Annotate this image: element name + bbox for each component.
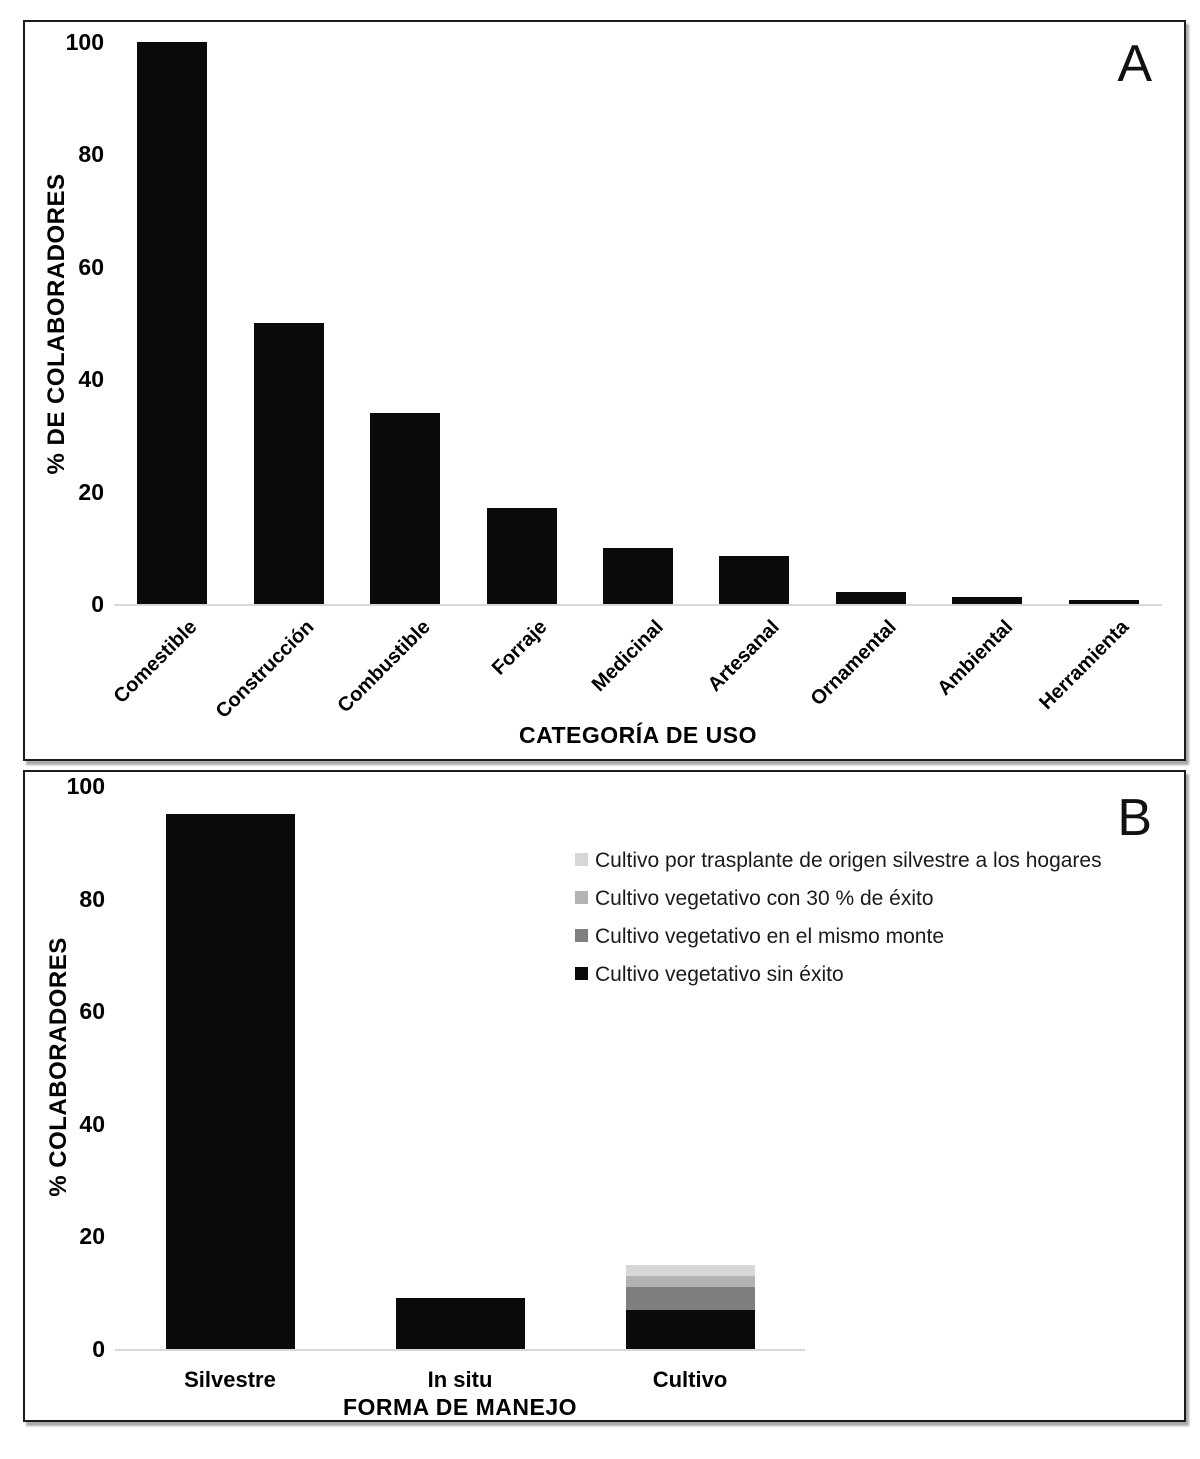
x-label-artesanal: Artesanal bbox=[703, 616, 785, 697]
panel-a-x-axis-title: CATEGORÍA DE USO bbox=[518, 722, 757, 748]
panel-b-x-axis-title: FORMA DE MANEJO bbox=[342, 1394, 578, 1420]
legend-row-cultivo-vegetativo-sin-xito: Cultivo vegetativo sin éxito bbox=[575, 962, 1102, 987]
x-label-ambiental: Ambiental bbox=[932, 616, 1017, 700]
bar-ornamental-ornamental bbox=[835, 591, 906, 604]
bar-cultivo-cultivo-por-trasplante-de-origen-silvestre-a-los-hogares bbox=[625, 1264, 755, 1276]
legend-swatch bbox=[575, 853, 588, 866]
y-tick-label-40: 40 bbox=[78, 366, 104, 393]
y-tick-label-80: 80 bbox=[78, 141, 104, 168]
legend-label: Cultivo vegetativo sin éxito bbox=[595, 963, 844, 986]
panel-b: B % COLABORADORES Cultivo por trasplante… bbox=[23, 770, 1186, 1422]
bar-construcci-n-construcci-n bbox=[253, 323, 324, 604]
bar-cultivo-cultivo-vegetativo-en-el-mismo-monte bbox=[625, 1287, 755, 1310]
bar-forraje-forraje bbox=[486, 508, 557, 604]
y-tick-label-100: 100 bbox=[65, 29, 104, 55]
bar-in-situ-cultivo-vegetativo-sin-xito bbox=[395, 1298, 525, 1349]
x-axis-line bbox=[115, 1349, 805, 1351]
legend-label: Cultivo vegetativo con 30 % de éxito bbox=[595, 887, 934, 910]
y-tick-label-60: 60 bbox=[78, 253, 104, 280]
y-tick-label-20: 20 bbox=[79, 1223, 105, 1250]
x-label-cultivo: Cultivo bbox=[652, 1367, 728, 1392]
x-label-comestible: Comestible bbox=[109, 616, 202, 708]
x-label-medicinal: Medicinal bbox=[587, 616, 668, 697]
bar-cultivo-cultivo-vegetativo-con-30-de-xito bbox=[625, 1275, 755, 1288]
bar-artesanal-artesanal bbox=[719, 556, 790, 604]
x-label-combustible: Combustible bbox=[333, 616, 435, 718]
bar-herramienta-herramienta bbox=[1068, 600, 1139, 604]
panel-a-letter: A bbox=[1117, 35, 1152, 93]
panel-b-letter: B bbox=[1117, 789, 1152, 847]
x-label-herramienta: Herramienta bbox=[1035, 616, 1134, 715]
legend-row-cultivo-por-trasplante-de-origen-silvestre-a-los-hogares: Cultivo por trasplante de origen silvest… bbox=[575, 848, 1102, 873]
bar-ambiental-ambiental bbox=[952, 596, 1023, 604]
x-axis-line bbox=[114, 604, 1162, 606]
x-label-in-situ: In situ bbox=[427, 1367, 493, 1392]
y-tick-label-0: 0 bbox=[92, 1336, 105, 1362]
panel-a: A % DE COLABORADORES CATEGORÍA DE USO 0 2… bbox=[23, 20, 1186, 761]
panel-a-y-axis-title: % DE COLABORADORES bbox=[43, 173, 70, 475]
y-tick-label-40: 40 bbox=[79, 1110, 105, 1137]
legend-row-cultivo-vegetativo-en-el-mismo-monte: Cultivo vegetativo en el mismo monte bbox=[575, 924, 1102, 949]
x-label-forraje: Forraje bbox=[487, 616, 552, 680]
bar-silvestre-cultivo-vegetativo-sin-xito bbox=[165, 814, 295, 1349]
bar-combustible-combustible bbox=[370, 412, 441, 604]
legend-swatch bbox=[575, 891, 588, 904]
panel-b-y-axis-title: % COLABORADORES bbox=[45, 937, 72, 1197]
legend-swatch bbox=[575, 967, 588, 980]
y-tick-label-20: 20 bbox=[78, 478, 104, 505]
x-label-construcci-n: Construcción bbox=[211, 616, 319, 723]
y-tick-label-80: 80 bbox=[79, 885, 105, 912]
bar-comestible-comestible bbox=[137, 42, 208, 604]
x-label-silvestre: Silvestre bbox=[184, 1367, 276, 1392]
legend-label: Cultivo por trasplante de origen silvest… bbox=[595, 849, 1102, 872]
legend-row-cultivo-vegetativo-con-30-de-xito: Cultivo vegetativo con 30 % de éxito bbox=[575, 886, 1102, 911]
y-tick-label-0: 0 bbox=[91, 591, 104, 617]
x-label-ornamental: Ornamental bbox=[806, 616, 901, 711]
y-tick-label-100: 100 bbox=[66, 773, 105, 799]
bar-medicinal-medicinal bbox=[603, 547, 673, 604]
legend: Cultivo por trasplante de origen silvest… bbox=[575, 848, 1102, 1000]
legend-label: Cultivo vegetativo en el mismo monte bbox=[595, 925, 944, 948]
bar-cultivo-cultivo-vegetativo-sin-xito bbox=[625, 1309, 755, 1349]
y-tick-label-60: 60 bbox=[79, 998, 105, 1025]
legend-swatch bbox=[575, 929, 588, 942]
